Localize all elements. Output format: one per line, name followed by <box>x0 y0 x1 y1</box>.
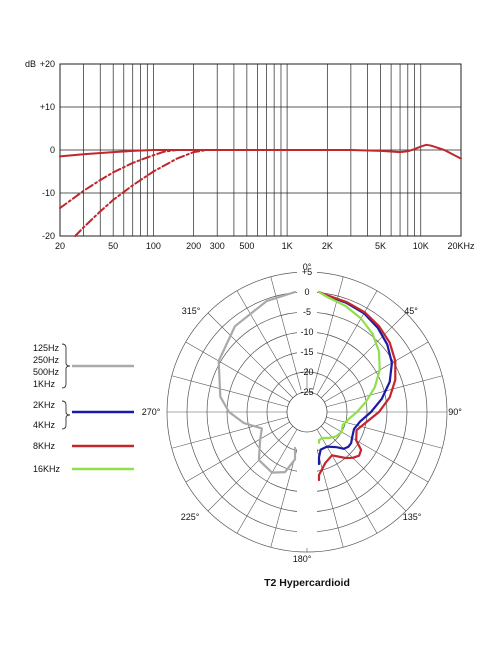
polar-spoke <box>171 411 308 449</box>
polar-ring-label: -20 <box>300 367 313 377</box>
polar-ring-label: -5 <box>303 307 311 317</box>
polar-spoke <box>207 312 308 413</box>
polar-spoke <box>306 341 429 413</box>
polar-angle-label: 180° <box>293 554 312 564</box>
x-tick-label: 2K <box>322 241 333 251</box>
frequency-response-curve <box>59 143 462 160</box>
polar-spoke <box>185 341 308 413</box>
polar-ring-label: +5 <box>302 267 312 277</box>
legend-label: 500Hz <box>33 367 60 377</box>
polar-angle-label: 270° <box>142 407 161 417</box>
polar-spoke <box>306 312 407 413</box>
legend-label: 250Hz <box>33 355 60 365</box>
polar-spoke <box>306 411 443 449</box>
polar-spoke <box>270 276 308 413</box>
polar-label-strip <box>297 260 317 368</box>
polar-legend: 125Hz 250Hz 500Hz 1KHz 2KHz 4KHz 8KHz 16KHz <box>33 343 134 474</box>
frequency-response-chart: +20 +10 0 -10 -20 dB 20 50 100 200 300 500 1K 2K 5K 10K… <box>25 59 475 251</box>
legend-label: 2KHz <box>33 400 56 410</box>
polar-curve <box>317 290 397 482</box>
polar-spoke <box>306 375 443 413</box>
polar-curve <box>217 290 297 474</box>
polar-angle-label: 225° <box>181 512 200 522</box>
legend-brace <box>61 343 71 389</box>
polar-spoke <box>207 411 308 512</box>
y-tick-label: +20 <box>40 59 55 69</box>
x-tick-label: 10K <box>413 241 429 251</box>
x-tick-label: 20KHz <box>447 241 475 251</box>
x-tick-label: 50 <box>108 241 118 251</box>
x-tick-label: 1K <box>282 241 293 251</box>
polar-spoke <box>236 290 308 413</box>
polar-angle-label: 135° <box>403 512 422 522</box>
x-tick-label: 200 <box>186 241 201 251</box>
legend-brace <box>61 400 71 430</box>
polar-spoke <box>306 411 429 483</box>
low-cut-curve-1 <box>59 149 178 210</box>
legend-label: 4KHz <box>33 420 56 430</box>
legend-label: 125Hz <box>33 343 60 353</box>
polar-ring-label: -10 <box>300 327 313 337</box>
x-tick-label: 500 <box>239 241 254 251</box>
polar-angle-label: 45° <box>404 306 418 316</box>
x-tick-label: 5K <box>375 241 386 251</box>
polar-curve <box>317 290 393 466</box>
legend-label: 1KHz <box>33 379 56 389</box>
polar-spoke <box>306 290 378 413</box>
polar-pattern-chart: +5 0 -5 -10 -15 -20 -25 0° 45° 90° 135° 180° 225° 270… <box>142 260 462 564</box>
polar-ring-label: -15 <box>300 347 313 357</box>
polar-spoke <box>171 375 308 413</box>
y-axis-label: dB <box>25 59 36 69</box>
polar-center-ring <box>286 391 328 433</box>
polar-spoke <box>185 411 308 483</box>
polar-ring-label: 0 <box>304 287 309 297</box>
low-cut-curve-2 <box>74 149 208 237</box>
y-tick-label: -20 <box>42 231 55 241</box>
polar-spoke <box>306 411 407 512</box>
polar-angle-label: 315° <box>182 306 201 316</box>
polar-spoke <box>306 411 378 534</box>
x-tick-label: 100 <box>146 241 161 251</box>
legend-label: 16KHz <box>33 464 61 474</box>
y-tick-label: 0 <box>50 145 55 155</box>
x-tick-label: 20 <box>55 241 65 251</box>
x-tick-label: 300 <box>210 241 225 251</box>
polar-angle-label: 90° <box>448 407 462 417</box>
polar-chart-title: T2 Hypercardioid <box>264 577 350 589</box>
polar-ring-label: -25 <box>300 387 313 397</box>
y-tick-label: +10 <box>40 102 55 112</box>
legend-label: 8KHz <box>33 441 56 451</box>
polar-curve <box>317 290 381 444</box>
y-tick-label: -10 <box>42 188 55 198</box>
polar-angle-label: 0° <box>303 262 312 272</box>
